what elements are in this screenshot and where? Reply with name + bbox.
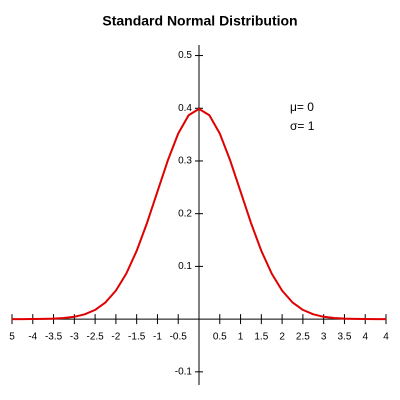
x-tick-label: -4 (28, 332, 37, 343)
x-tick-label: -2.5 (86, 332, 104, 343)
y-tick-label: 0.2 (178, 208, 192, 219)
x-tick-label: 4 (362, 332, 368, 343)
x-tick-label: 0.5 (213, 332, 227, 343)
x-tick-label: 5 (9, 332, 15, 343)
x-tick-label: -1.5 (128, 332, 146, 343)
x-tick-label: 1.5 (254, 332, 268, 343)
curve (12, 107, 386, 321)
y-tick-label: 0.4 (178, 103, 192, 114)
y-tick-label: 0.1 (178, 261, 192, 272)
y-tick-label: 0.5 (178, 50, 192, 61)
annotation: σ= 1 (290, 119, 315, 133)
x-tick-label: -3 (70, 332, 79, 343)
x-tick-label: -1 (153, 332, 162, 343)
x-tick-label: -3.5 (45, 332, 63, 343)
x-tick-label: 2 (279, 332, 285, 343)
x-tick-label: -0.5 (170, 332, 188, 343)
y-tick-label: 0.3 (178, 156, 192, 167)
x-tick-label: 3 (321, 332, 327, 343)
x-tick-label: -2 (111, 332, 120, 343)
x-tick-label: 1 (238, 332, 244, 343)
x-tick-label: 4 (383, 332, 389, 343)
chart-title: Standard Normal Distribution (102, 13, 297, 29)
annotation: μ= 0 (290, 100, 314, 114)
y-tick-label: -0.1 (175, 366, 193, 377)
x-tick-label: 2.5 (296, 332, 310, 343)
x-tick-label: 3.5 (337, 332, 351, 343)
